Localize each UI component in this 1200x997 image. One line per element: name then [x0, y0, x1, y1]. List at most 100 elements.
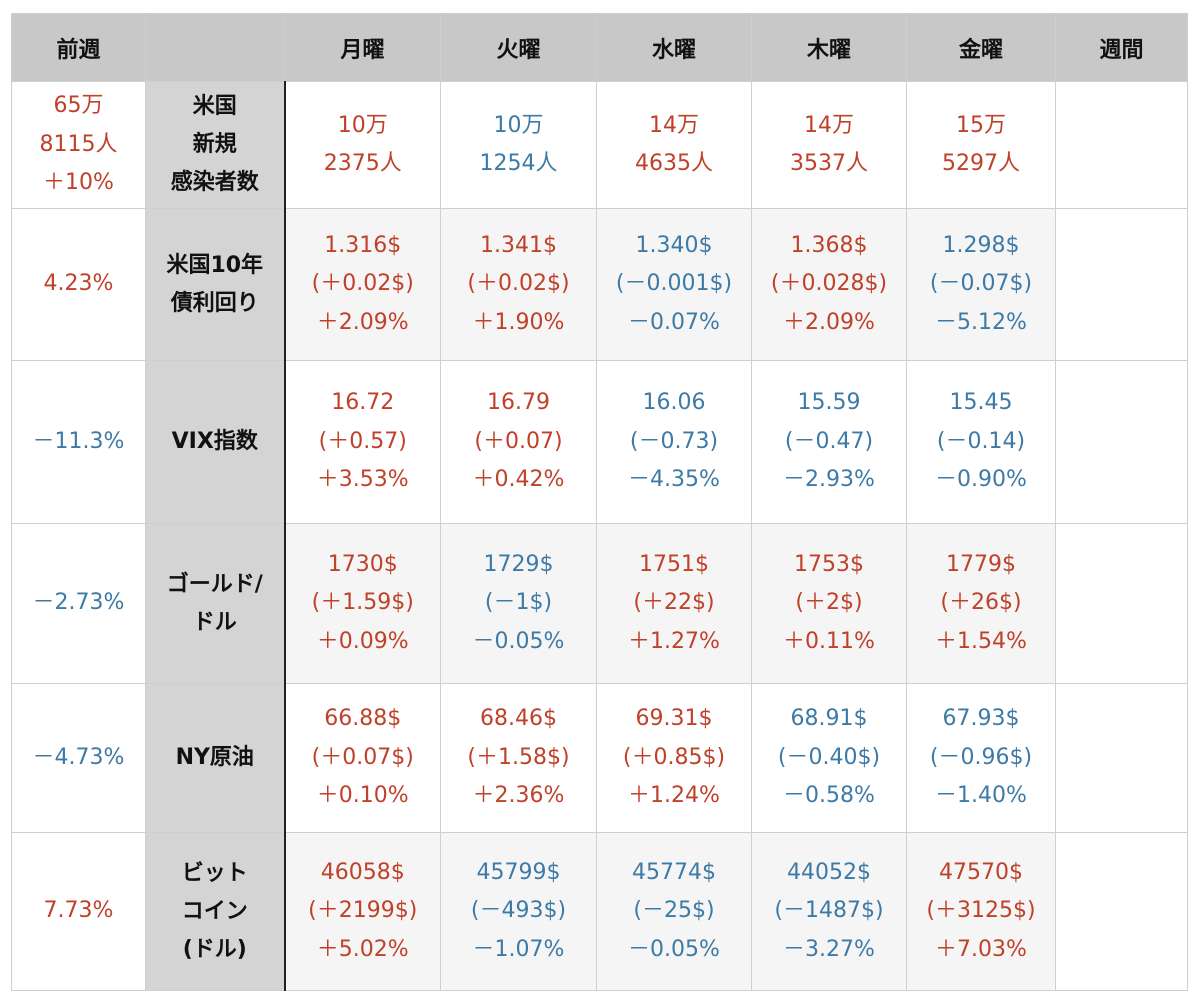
table-row: －11.3% VIX指数 16.72 (＋0.57) ＋3.53% 16.79 (＋0.07…	[11, 360, 1188, 524]
cell-line: ＋0.10%	[316, 783, 409, 809]
cell-line: 65万	[53, 93, 104, 119]
tuesday-cell: 1729$ (－1$) －0.05%	[440, 523, 597, 684]
previous-week-cell: 4.23%	[11, 208, 146, 361]
wednesday-cell: 14万 4635人	[596, 81, 752, 209]
cell-line: －11.3%	[32, 428, 125, 454]
table-row: 4.23% 米国10年 債利回り 1.316$ (＋0.02$) ＋2.09% 1.341$…	[11, 208, 1188, 361]
cell-line: (＋0.85$)	[622, 744, 726, 770]
cell-line: (－0.001$)	[615, 271, 733, 297]
cell-line: (＋0.02$)	[311, 271, 414, 297]
table-row: －4.73% NY原油 66.88$ (＋0.07$) ＋0.10% 68.46$ (＋1.…	[11, 683, 1188, 833]
table-body: 65万 8115人 ＋10% 米国 新規 感染者数 10万 2375人 10万 1254人 14万 4…	[11, 81, 1188, 991]
monday-cell: 10万 2375人	[284, 81, 441, 209]
header-indicator	[145, 13, 285, 82]
indicator-label-cell: VIX指数	[145, 360, 286, 524]
cell-line: －0.58%	[783, 783, 875, 809]
thursday-cell: 68.91$ (－0.40$) －0.58%	[751, 683, 907, 833]
cell-line: VIX指数	[171, 429, 258, 454]
header-wednesday: 水曜	[596, 13, 752, 82]
cell-line: 67.93$	[942, 706, 1020, 732]
indicator-label-cell: ゴールド/ドル	[145, 523, 286, 684]
cell-line: 68.46$	[480, 706, 557, 732]
cell-line: 8115人	[39, 131, 118, 157]
cell-line: 5297人	[942, 151, 1020, 176]
cell-line: (－0.07$)	[929, 271, 1033, 297]
friday-cell: 47570$ (＋3125$) ＋7.03%	[906, 832, 1056, 991]
weekly-cell	[1055, 523, 1188, 684]
cell-line: (－0.14)	[936, 428, 1026, 454]
cell-line: 15.59	[797, 390, 861, 416]
cell-line: 14万	[804, 112, 854, 138]
table-row: 7.73% ビット コイン (ドル) 46058$ (＋2199$) ＋5.02% 45799…	[11, 832, 1188, 991]
cell-line: NY原油	[175, 745, 254, 770]
cell-line: 感染者数	[170, 170, 259, 195]
cell-line: (－0.47)	[784, 428, 874, 454]
cell-line: ＋2.09%	[316, 309, 409, 335]
cell-line: 1.368$	[790, 232, 868, 258]
cell-line: 68.91$	[790, 706, 868, 732]
cell-line: (＋1.59$)	[311, 590, 414, 616]
previous-week-cell: －4.73%	[11, 683, 146, 833]
cell-line: コイン	[181, 898, 248, 924]
tuesday-cell: 68.46$ (＋1.58$) ＋2.36%	[440, 683, 597, 833]
cell-line: －5.12%	[935, 309, 1027, 335]
cell-line: ＋1.27%	[628, 628, 720, 654]
thursday-cell: 14万 3537人	[751, 81, 907, 209]
weekly-cell	[1055, 208, 1188, 361]
previous-week-cell: －2.73%	[11, 523, 146, 684]
cell-line: 米国	[192, 94, 237, 119]
cell-line: ＋0.11%	[783, 628, 875, 654]
cell-line: 米国10年	[166, 252, 264, 278]
header-weekly: 週間	[1055, 13, 1188, 82]
tuesday-cell: 10万 1254人	[440, 81, 597, 209]
cell-line: －0.05%	[472, 628, 565, 654]
indicator-label-cell: 米国 新規 感染者数	[145, 81, 286, 209]
cell-line: －2.93%	[783, 467, 875, 493]
cell-line: ＋0.09%	[316, 628, 409, 654]
cell-line: －0.05%	[628, 936, 720, 962]
cell-line: (＋0.07$)	[311, 744, 414, 770]
cell-line: (＋22$)	[633, 590, 715, 616]
tuesday-cell: 45799$ (－493$) －1.07%	[440, 832, 597, 991]
cell-line: 45799$	[476, 859, 561, 885]
cell-line: 1729$	[483, 551, 554, 577]
cell-line: 10万	[337, 112, 388, 138]
cell-line: (－0.40$)	[777, 744, 881, 770]
friday-cell: 67.93$ (－0.96$) －1.40%	[906, 683, 1056, 833]
cell-line: (ドル)	[182, 936, 247, 962]
indicator-label-cell: NY原油	[145, 683, 286, 833]
cell-line: (＋2199$)	[308, 898, 418, 924]
cell-line: －4.35%	[628, 467, 720, 493]
table-row: －2.73% ゴールド/ドル 1730$ (＋1.59$) ＋0.09% 1729$ (－1…	[11, 523, 1188, 684]
cell-line: －2.73%	[32, 590, 125, 616]
cell-line: 47570$	[939, 859, 1023, 885]
cell-line: 1254人	[479, 151, 558, 176]
cell-line: 1751$	[639, 551, 709, 577]
cell-line: 債利回り	[170, 290, 259, 316]
cell-line: －0.90%	[935, 467, 1027, 493]
cell-line: (＋0.02$)	[467, 271, 570, 297]
cell-line: ＋5.02%	[316, 936, 409, 962]
monday-cell: 66.88$ (＋0.07$) ＋0.10%	[284, 683, 441, 833]
cell-line: 44052$	[787, 859, 871, 885]
cell-line: (＋1.58$)	[467, 744, 570, 770]
cell-line: ビット	[181, 860, 248, 886]
wednesday-cell: 45774$ (－25$) －0.05%	[596, 832, 752, 991]
thursday-cell: 1.368$ (＋0.028$) ＋2.09%	[751, 208, 907, 361]
thursday-cell: 1753$ (＋2$) ＋0.11%	[751, 523, 907, 684]
wednesday-cell: 1751$ (＋22$) ＋1.27%	[596, 523, 752, 684]
cell-line: (－25$)	[633, 898, 715, 924]
cell-line: －1.07%	[472, 936, 565, 962]
cell-line: 1.298$	[942, 232, 1020, 258]
cell-line: －4.73%	[32, 744, 125, 770]
thursday-cell: 44052$ (－1487$) －3.27%	[751, 832, 907, 991]
wednesday-cell: 16.06 (－0.73) －4.35%	[596, 360, 752, 524]
market-summary-table-wrapper: 前週 月曜 火曜 水曜 木曜 金曜 週間 65万 8115人 ＋10% 米国 新規 感染者…	[11, 13, 1188, 991]
monday-cell: 1730$ (＋1.59$) ＋0.09%	[284, 523, 441, 684]
cell-line: 1730$	[327, 551, 398, 577]
cell-line: 4635人	[635, 151, 713, 176]
cell-line: (＋0.57)	[318, 428, 407, 454]
cell-line: 2375人	[323, 151, 402, 176]
cell-line: (＋3125$)	[926, 898, 1036, 924]
thursday-cell: 15.59 (－0.47) －2.93%	[751, 360, 907, 524]
